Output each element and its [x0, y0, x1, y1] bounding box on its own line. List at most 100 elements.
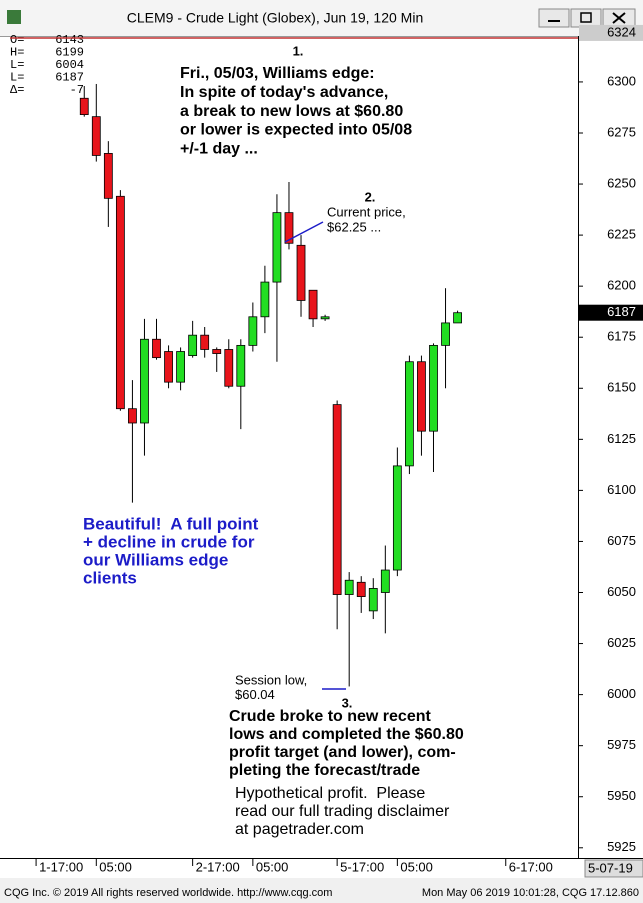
annotation-number: 1.	[293, 43, 304, 58]
annotation-number: 3.	[342, 695, 353, 710]
y-tick-label: 5925	[607, 839, 636, 854]
result-callout: clients	[83, 568, 137, 587]
candle-body	[272, 212, 282, 283]
info-label: Δ=	[10, 83, 24, 97]
candle-body	[284, 212, 294, 244]
candle-body	[441, 322, 450, 346]
y-tick-label: 6275	[607, 124, 636, 139]
candle-body	[212, 349, 222, 354]
forecast-text: In spite of today's advance,	[180, 84, 388, 101]
candle-body	[164, 351, 173, 383]
forecast-text: a break to new lows at $60.80	[180, 103, 403, 120]
candle-body	[152, 338, 161, 359]
candle-body	[115, 195, 125, 410]
candle-body	[356, 581, 366, 597]
y-tick-label: 5950	[607, 788, 636, 803]
info-label: H=	[10, 46, 24, 60]
info-label: L=	[10, 71, 24, 85]
candle-body	[380, 569, 390, 593]
y-tick-label: 6225	[607, 227, 636, 242]
y-tick-label: 6000	[607, 686, 636, 701]
x-tick-label: 6-17:00	[509, 859, 553, 874]
candle-body	[176, 351, 185, 383]
candle-body	[91, 116, 101, 156]
y-tick-label: 6100	[607, 482, 636, 497]
info-value: -7	[70, 83, 84, 97]
x-tick-label: 5-17:00	[340, 859, 384, 874]
candle-body	[224, 349, 234, 387]
minimize-button[interactable]	[538, 8, 570, 28]
footer-right: Mon May 06 2019 10:01:28, CQG 17.12.860	[422, 887, 639, 899]
y-tick-label: 6050	[607, 584, 636, 599]
candle-body	[103, 153, 113, 199]
candle-body	[320, 316, 330, 320]
info-value: 6199	[55, 46, 84, 60]
y-tick-label: 6200	[607, 278, 636, 293]
title-bar	[0, 0, 643, 36]
candle-body	[248, 316, 258, 346]
plot	[79, 83, 462, 687]
result-text: Crude broke to new recent	[229, 708, 431, 725]
x-tick-label: 2-17:00	[196, 859, 240, 874]
annotations: 1. Fri., 05/03, Williams edge: In spite of…	[83, 43, 464, 838]
disclaimer-text: read our full trading disclaimer	[235, 803, 450, 820]
candle-body	[453, 312, 462, 324]
y-tick-label: 6025	[607, 635, 636, 650]
restore-button[interactable]	[570, 8, 602, 28]
pointer-line	[284, 221, 324, 243]
info-value: 6143	[55, 33, 84, 47]
window-title: CLEM9 - Crude Light (Globex), Jun 19, 12…	[127, 10, 423, 26]
candle-body	[79, 97, 89, 116]
y-tick-label: 6150	[607, 380, 636, 395]
candle-body	[344, 579, 354, 595]
candle-body	[236, 344, 246, 387]
candle-body	[417, 361, 426, 432]
candle-body	[405, 361, 414, 467]
footer-left: CQG Inc. © 2019 All rights reserved worl…	[4, 887, 332, 899]
ref-label: 6324	[607, 24, 636, 39]
forecast-text: +/-1 day ...	[180, 140, 258, 157]
app-icon	[7, 10, 21, 24]
last-price-label: 6187	[607, 304, 636, 319]
window-buttons[interactable]	[538, 8, 636, 28]
x-tick-label: 05:00	[256, 859, 289, 874]
y-tick-label: 6125	[607, 431, 636, 446]
disclaimer-text: Hypothetical profit. Please	[235, 785, 425, 802]
info-value: 6004	[55, 58, 84, 72]
current-price-text: $62.25 ...	[327, 219, 381, 234]
candle-body	[308, 289, 318, 320]
candle-body	[296, 244, 306, 301]
candle-body	[368, 588, 378, 612]
info-label: O=	[10, 33, 24, 47]
candle-body	[188, 334, 198, 356]
candle-body	[429, 344, 438, 432]
candle-body	[200, 334, 210, 350]
x-tick-label: 05:00	[400, 859, 433, 874]
result-text: lows and completed the $60.80	[229, 726, 464, 743]
y-tick-label: 6300	[607, 73, 636, 88]
status-bar	[0, 878, 643, 903]
result-callout: + decline in crude for	[83, 532, 255, 551]
result-callout: Beautiful! A full point	[83, 514, 259, 533]
y-tick-label: 6175	[607, 329, 636, 344]
candle-body	[392, 465, 402, 571]
candle-body	[128, 408, 137, 424]
info-label: L=	[10, 58, 24, 72]
date-box	[584, 859, 643, 878]
y-tick-label: 5975	[607, 737, 636, 752]
forecast-text: Fri., 05/03, Williams edge:	[180, 65, 375, 82]
x-tick-label: 1-17:00	[39, 859, 83, 874]
candle-body	[260, 281, 270, 318]
y-tick-label: 6075	[607, 533, 636, 548]
info-value: 6187	[55, 71, 84, 85]
x-tick-label: 05:00	[99, 859, 132, 874]
disclaimer-text: at pagetrader.com	[235, 821, 364, 838]
ref-box	[579, 24, 643, 41]
current-price-text: Current price,	[327, 204, 406, 219]
candle-body	[332, 404, 342, 595]
date-label: 5-07-19	[588, 860, 633, 875]
result-text: pleting the forecast/trade	[229, 762, 420, 779]
candle-body	[140, 338, 149, 424]
